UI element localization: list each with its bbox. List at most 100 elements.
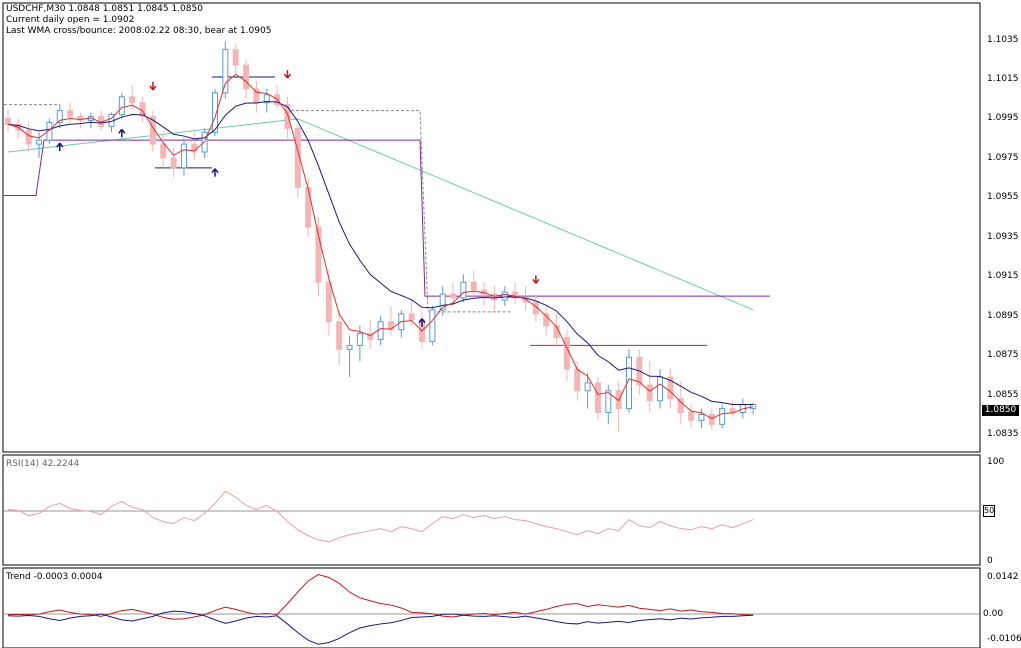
- candle-body: [170, 157, 177, 169]
- candle-body: [470, 281, 477, 291]
- candle-body: [574, 368, 581, 392]
- rsi-line-group: [7, 490, 754, 543]
- price-axis-label: 1.0975: [987, 152, 1019, 163]
- candle-body: [429, 309, 436, 342]
- candle-body: [605, 390, 612, 414]
- candle-body: [5, 117, 11, 125]
- candle-body: [657, 376, 664, 402]
- wma-fast-line: [7, 73, 754, 420]
- price-axis-label: 1.1035: [987, 34, 1019, 45]
- candle-body: [750, 404, 757, 410]
- trend-label-zero: 0.00: [983, 609, 1004, 619]
- price-axis-label: 1.0935: [987, 231, 1019, 242]
- candle-body: [698, 413, 705, 421]
- trend-line-red: [7, 574, 754, 620]
- candle-body: [263, 94, 270, 104]
- candle-body: [501, 291, 508, 301]
- candle-body: [118, 96, 125, 116]
- candle-body: [532, 301, 539, 315]
- trend-label-bottom: -0.0106: [987, 634, 1021, 644]
- candle-body: [377, 321, 384, 340]
- candle-body: [688, 412, 695, 421]
- trend-label-top: 0.0142: [987, 572, 1019, 582]
- daily-open-info: Current daily open = 1.0902: [6, 15, 135, 25]
- candle-body: [36, 139, 43, 145]
- candle-body: [232, 48, 239, 66]
- candle-body: [212, 92, 218, 133]
- wma-cross-info: Last WMA cross/bounce: 2008.02.22 08:30,…: [6, 26, 272, 36]
- candle-body: [56, 110, 63, 123]
- wma-slow-line: [7, 101, 754, 405]
- candle-body: [512, 291, 519, 299]
- candle-body: [439, 293, 446, 311]
- candle-body: [460, 281, 467, 299]
- trend-title: Trend -0.0003 0.0004: [6, 572, 103, 582]
- signal-arrow-down-icon: [532, 275, 540, 284]
- price-axis-label: 1.0855: [987, 389, 1019, 400]
- candles-group: [5, 41, 757, 433]
- signal-arrow-up-icon: [56, 142, 64, 152]
- candle-body: [563, 337, 570, 370]
- rsi-line: [7, 490, 754, 543]
- level-line-purple: [4, 139, 770, 297]
- candle-body: [67, 110, 74, 118]
- candle-body: [367, 333, 374, 340]
- candle-body: [336, 321, 343, 350]
- price-axis-label: 1.0895: [987, 310, 1019, 321]
- candle-body: [450, 293, 457, 299]
- candle-body: [626, 356, 632, 410]
- price-axis-label: 1.0955: [987, 192, 1019, 203]
- current-price-label: 1.0850: [982, 405, 1019, 416]
- candle-body: [243, 64, 250, 90]
- candle-body: [543, 313, 550, 327]
- signal-arrow-up-icon: [418, 318, 426, 327]
- candle-body: [356, 333, 363, 346]
- trend-line-blue: [7, 610, 754, 645]
- candle-body: [305, 187, 312, 228]
- candle-body: [129, 96, 136, 104]
- candle-body: [284, 104, 291, 129]
- candle-body: [408, 313, 415, 321]
- price-axis-label: 1.0835: [987, 429, 1019, 440]
- price-axis-label: 1.0995: [987, 113, 1019, 124]
- trend-lines-group: [7, 574, 754, 645]
- candle-body: [584, 382, 591, 392]
- candle-body: [708, 413, 715, 425]
- candle-body: [25, 129, 32, 145]
- candle-body: [160, 143, 167, 159]
- level-line-dashed: [286, 110, 512, 313]
- trend-panel-frame: [2, 567, 981, 648]
- candle-body: [346, 344, 353, 350]
- rsi-title: RSI(14) 42.2244: [6, 459, 80, 469]
- rsi-label-100: 100: [987, 457, 1005, 467]
- price-axis-label: 1.1015: [987, 74, 1019, 84]
- candle-body: [77, 116, 84, 121]
- main-panel-frame: [2, 2, 981, 453]
- rsi-panel-frame: [2, 454, 981, 566]
- candle-body: [46, 121, 53, 141]
- ma-long-line-group: [7, 118, 754, 311]
- candle-body: [325, 281, 332, 323]
- rsi-label-0: 0: [987, 556, 993, 566]
- signal-arrow-up-icon: [118, 128, 126, 138]
- rsi-label-50: 50: [983, 505, 995, 517]
- signal-arrow-down-icon: [149, 81, 157, 91]
- candle-body: [222, 48, 229, 94]
- signal-arrow-up-icon: [211, 168, 219, 177]
- candle-body: [594, 382, 601, 414]
- signal-arrow-down-icon: [283, 70, 292, 79]
- wma-lines-group: [7, 73, 754, 420]
- candle-body: [719, 408, 726, 425]
- symbol-info: USDCHF,M30 1.0848 1.0851 1.0845 1.0850: [6, 4, 203, 14]
- candle-body: [315, 226, 322, 283]
- ma-long-line: [7, 118, 754, 311]
- price-axis-label: 1.0875: [987, 350, 1019, 361]
- candle-body: [180, 143, 187, 169]
- candle-body: [667, 376, 674, 400]
- candle-body: [646, 384, 653, 402]
- candle-body: [677, 398, 684, 414]
- candle-body: [491, 293, 498, 301]
- level-lines-group: [4, 76, 770, 346]
